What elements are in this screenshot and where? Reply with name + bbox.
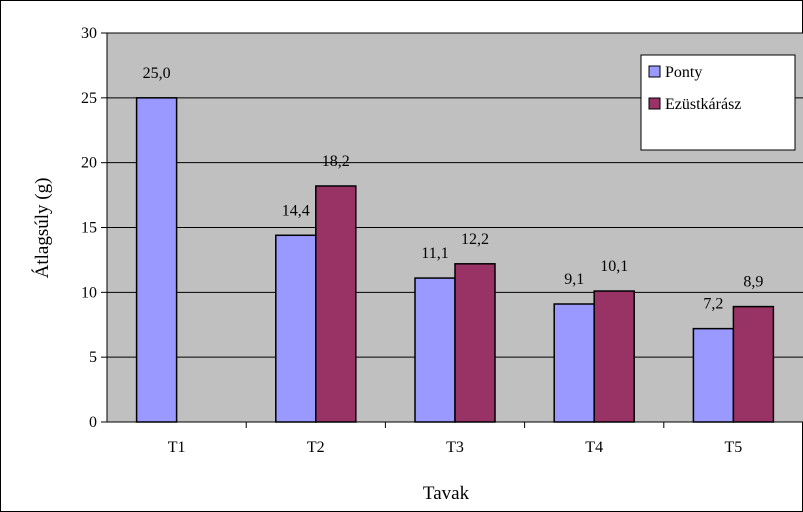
y-tick-label: 0 <box>89 414 97 431</box>
y-tick-label: 20 <box>81 155 97 172</box>
data-label: 8,9 <box>743 274 763 291</box>
legend-box <box>640 54 796 151</box>
bar-ponty <box>135 97 178 423</box>
data-label: 9,1 <box>564 271 584 288</box>
x-category-labels: T1 T2 T3 T4 T5 <box>168 439 743 456</box>
bars <box>135 97 775 423</box>
y-tick-label: 10 <box>81 284 97 301</box>
bar-ezüstkárász <box>593 290 635 423</box>
bar-ponty <box>275 234 317 423</box>
data-label: 11,1 <box>421 245 448 262</box>
y-tick-label: 25 <box>81 90 97 107</box>
x-category-label: T3 <box>446 439 464 456</box>
x-category-label: T1 <box>168 439 186 456</box>
data-label: 25,0 <box>143 65 171 82</box>
x-category-label: T5 <box>725 439 743 456</box>
bar-ezüstkárász <box>315 185 357 423</box>
data-label: 18,2 <box>322 153 350 170</box>
legend-label: Ponty <box>665 64 702 81</box>
legend-swatch <box>648 65 661 78</box>
bar-ezüstkárász <box>732 305 775 423</box>
x-category-label: T2 <box>307 439 325 456</box>
bar-ponty <box>553 303 595 423</box>
data-label: 7,2 <box>703 296 723 313</box>
legend: Ponty Ezüstkárász <box>640 54 796 151</box>
bar-ezüstkárász <box>454 263 496 423</box>
x-category-label: T4 <box>585 439 603 456</box>
y-tick-label: 15 <box>81 220 97 237</box>
x-axis-title: Tavak <box>423 483 470 504</box>
axes <box>101 32 803 428</box>
bar-ponty <box>414 277 456 423</box>
data-label: 14,4 <box>282 202 310 219</box>
data-labels: 25,0 14,4 11,1 9,1 7,2 18,2 12,2 10,1 8,9 <box>143 65 764 313</box>
data-label: 12,2 <box>461 231 489 248</box>
y-tick-label: 30 <box>81 25 97 42</box>
legend-label: Ezüstkárász <box>665 96 741 113</box>
data-label: 10,1 <box>600 258 628 275</box>
legend-swatch <box>648 97 661 110</box>
y-tick-label: 5 <box>89 349 97 366</box>
bar-ponty <box>692 327 735 423</box>
y-axis-title: Átlagsúly (g) <box>31 178 53 279</box>
y-tick-labels: 0 5 10 15 20 25 30 <box>81 25 97 431</box>
